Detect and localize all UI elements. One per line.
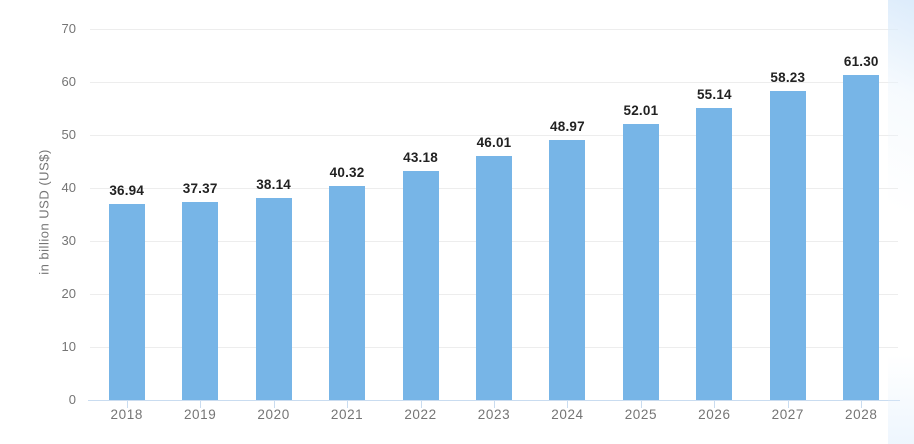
bar-value-label: 52.01 — [623, 103, 659, 119]
bar[interactable] — [549, 140, 586, 400]
y-axis-tick-label: 20 — [61, 286, 76, 301]
x-axis-label: 2022 — [404, 407, 437, 422]
bar[interactable] — [402, 171, 439, 400]
bar-value-label: 48.97 — [550, 119, 585, 135]
x-axis-label: 2020 — [257, 407, 290, 422]
y-axis-tick-label: 60 — [61, 74, 76, 89]
x-axis-tick — [861, 400, 863, 408]
x-axis-label: 2024 — [551, 407, 584, 422]
bar-value-label: 43.18 — [403, 150, 438, 166]
bar-value-label: 61.30 — [843, 54, 879, 70]
x-axis-tick — [494, 400, 495, 408]
x-axis-label: 2026 — [698, 407, 731, 422]
x-axis-label: 2028 — [845, 407, 878, 422]
bar-value-label: 55.14 — [696, 86, 732, 102]
bar-value-label: 38.14 — [256, 176, 292, 192]
x-axis-line — [88, 400, 900, 401]
x-axis-label: 2027 — [771, 407, 805, 422]
bar[interactable] — [622, 124, 659, 400]
bar[interactable] — [769, 91, 806, 400]
bar[interactable] — [255, 197, 292, 400]
x-axis-label: 2019 — [183, 407, 217, 422]
bar[interactable] — [843, 75, 880, 400]
x-axis-tick — [126, 400, 128, 408]
y-axis-tick-label: 40 — [61, 180, 76, 195]
gridline — [90, 29, 898, 30]
bar-value-label: 36.94 — [109, 183, 145, 199]
x-axis-tick — [200, 400, 202, 408]
bar-value-label: 37.37 — [182, 180, 218, 196]
bar-value-label: 58.23 — [770, 70, 806, 86]
x-axis-label: 2018 — [110, 407, 143, 422]
x-axis-tick — [273, 400, 275, 408]
y-axis-tick-label: 70 — [61, 21, 76, 36]
gridline — [90, 82, 898, 83]
bar[interactable] — [696, 107, 733, 400]
x-axis-tick — [640, 400, 642, 408]
bar[interactable] — [476, 156, 512, 400]
x-axis-label: 2021 — [330, 407, 364, 422]
x-axis-tick — [787, 400, 789, 408]
x-axis-label: 2025 — [624, 407, 658, 422]
x-axis-tick — [714, 400, 716, 408]
bar[interactable] — [108, 204, 145, 400]
x-axis-label: 2023 — [477, 407, 511, 422]
y-axis-tick-label: 50 — [61, 127, 76, 142]
bar[interactable] — [329, 186, 366, 400]
x-axis-tick — [420, 400, 422, 408]
y-axis-tick-label: 0 — [68, 392, 76, 407]
y-axis-tick-label: 10 — [61, 339, 76, 354]
x-axis-tick — [347, 400, 349, 408]
gridline — [90, 135, 898, 136]
bar[interactable] — [182, 201, 219, 400]
bar-value-label: 40.32 — [329, 165, 365, 181]
bar-value-label: 46.01 — [476, 135, 512, 151]
x-axis-tick — [567, 400, 569, 408]
y-axis-title: in billion USD (US$) — [36, 149, 52, 275]
y-axis-tick-label: 30 — [61, 233, 76, 248]
